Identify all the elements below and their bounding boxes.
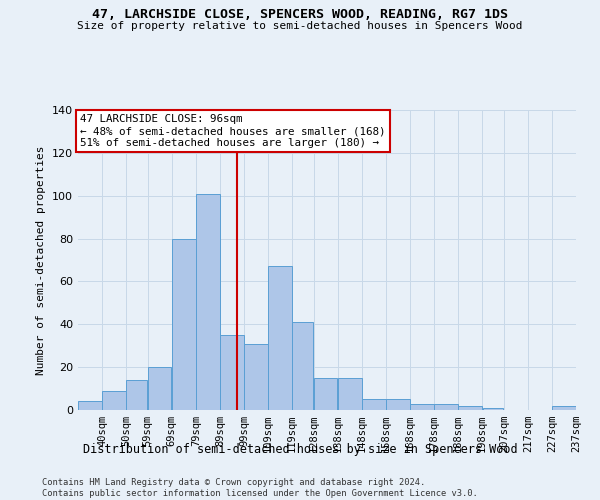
Text: Size of property relative to semi-detached houses in Spencers Wood: Size of property relative to semi-detach… bbox=[77, 21, 523, 31]
Bar bbox=[553, 406, 575, 410]
Bar bbox=[292, 322, 313, 410]
Text: 47, LARCHSIDE CLOSE, SPENCERS WOOD, READING, RG7 1DS: 47, LARCHSIDE CLOSE, SPENCERS WOOD, READ… bbox=[92, 8, 508, 20]
Bar bbox=[196, 194, 220, 410]
Bar bbox=[79, 402, 101, 410]
Bar bbox=[172, 238, 196, 410]
Bar bbox=[244, 344, 268, 410]
Bar bbox=[338, 378, 362, 410]
Bar bbox=[103, 390, 126, 410]
Bar bbox=[314, 378, 337, 410]
Bar bbox=[148, 367, 172, 410]
Bar bbox=[410, 404, 434, 410]
Bar bbox=[434, 404, 458, 410]
Bar bbox=[127, 380, 148, 410]
Bar bbox=[386, 400, 410, 410]
Y-axis label: Number of semi-detached properties: Number of semi-detached properties bbox=[37, 145, 46, 375]
Text: Distribution of semi-detached houses by size in Spencers Wood: Distribution of semi-detached houses by … bbox=[83, 442, 517, 456]
Text: 47 LARCHSIDE CLOSE: 96sqm
← 48% of semi-detached houses are smaller (168)
51% of: 47 LARCHSIDE CLOSE: 96sqm ← 48% of semi-… bbox=[80, 114, 386, 148]
Text: Contains HM Land Registry data © Crown copyright and database right 2024.
Contai: Contains HM Land Registry data © Crown c… bbox=[42, 478, 478, 498]
Bar bbox=[362, 400, 386, 410]
Bar bbox=[220, 335, 244, 410]
Bar bbox=[482, 408, 503, 410]
Bar bbox=[458, 406, 482, 410]
Bar bbox=[268, 266, 292, 410]
